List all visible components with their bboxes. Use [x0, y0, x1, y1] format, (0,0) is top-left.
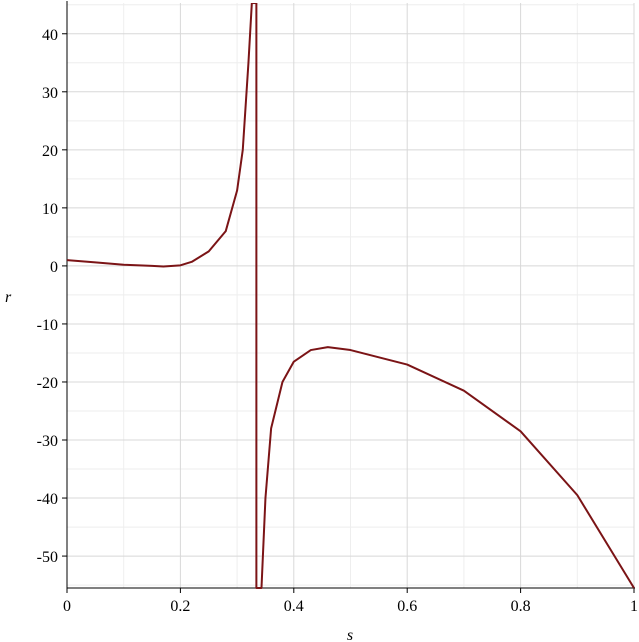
y-tick-label: -10 — [37, 317, 58, 334]
y-tick-label: -40 — [37, 491, 58, 508]
x-tick-label: 0 — [63, 598, 71, 615]
y-axis-label: r — [5, 289, 12, 306]
y-tick-label: 30 — [42, 85, 58, 102]
y-tick-label: -50 — [37, 549, 58, 566]
x-axis-label: s — [347, 627, 353, 642]
x-tick-label: 1 — [630, 598, 638, 615]
y-tick-label: 0 — [50, 259, 58, 276]
y-tick-label: -30 — [37, 433, 58, 450]
x-tick-label: 0.8 — [511, 598, 531, 615]
x-tick-label: 0.6 — [397, 598, 417, 615]
x-tick-label: 0.4 — [284, 598, 304, 615]
x-tick-label: 0.2 — [170, 598, 190, 615]
y-tick-label: 20 — [42, 143, 58, 160]
y-tick-label: 10 — [42, 201, 58, 218]
curve — [67, 3, 635, 589]
y-tick-label: 40 — [42, 27, 58, 44]
y-tick-label: -20 — [37, 375, 58, 392]
